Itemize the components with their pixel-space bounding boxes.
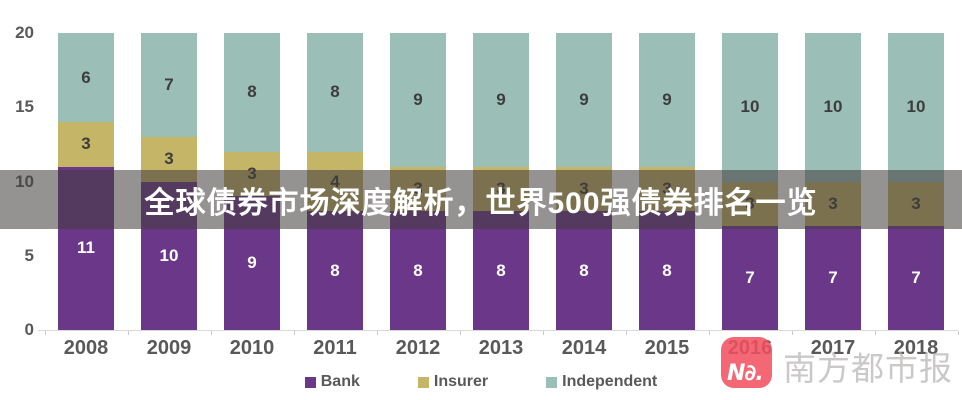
x-tick-label-2011: 2011: [313, 337, 357, 359]
segment-independent-2016: 10: [722, 33, 778, 182]
legend-swatch-icon: [417, 376, 429, 388]
segment-value-label: 11: [77, 238, 95, 258]
legend-swatch-icon: [304, 376, 316, 388]
x-axis-tick: [127, 331, 129, 335]
segment-value-label: 8: [330, 82, 340, 102]
y-tick-label: 15: [15, 97, 34, 117]
legend-label: Insurer: [433, 373, 489, 390]
x-axis-tick: [44, 331, 46, 335]
segment-value-label: 10: [159, 245, 179, 265]
x-axis-line: [38, 330, 958, 331]
segment-bank-2016: 7: [722, 226, 778, 330]
segment-value-label: 3: [81, 134, 91, 154]
segment-independent-2009: 7: [141, 33, 197, 137]
legend-item-bank: Bank: [304, 373, 360, 391]
segment-independent-2008: 6: [58, 33, 114, 123]
segment-bank-2013: 8: [473, 211, 529, 330]
legend-label: Independent: [562, 373, 658, 390]
segment-value-label: 7: [911, 268, 921, 288]
segment-independent-2018: 10: [888, 33, 944, 182]
x-tick-label-2008: 2008: [63, 337, 109, 359]
bar-2008: 11 3 6: [58, 33, 114, 330]
segment-value-label: 8: [330, 260, 340, 280]
y-tick-label: 20: [15, 23, 34, 42]
x-tick-label-2018: 2018: [893, 337, 939, 359]
x-axis-tick: [376, 331, 378, 335]
segment-value-label: 9: [662, 89, 672, 109]
legend-label: Bank: [320, 373, 360, 390]
nandu-logo-glyph: N∂.: [727, 361, 764, 386]
segment-independent-2017: 10: [805, 33, 861, 182]
segment-value-label: 7: [164, 74, 174, 94]
segment-independent-2015: 9: [639, 33, 695, 167]
legend-item-independent: Independent: [546, 373, 657, 391]
x-axis-tick: [874, 331, 876, 335]
segment-independent-2011: 8: [307, 33, 363, 152]
segment-independent-2010: 8: [224, 33, 280, 152]
x-tick-label-2012: 2012: [395, 337, 441, 359]
watermark-brand-text: 南方都市报: [783, 350, 953, 387]
segment-independent-2014: 9: [556, 33, 612, 167]
segment-independent-2012: 9: [390, 33, 446, 167]
segment-value-label: 6: [81, 67, 91, 87]
x-axis-tick: [625, 331, 627, 335]
x-tick-label-2015: 2015: [644, 337, 690, 359]
legend-swatch-icon: [546, 376, 558, 388]
x-tick-label-2013: 2013: [478, 337, 524, 359]
bar-2018: 7310: [888, 33, 944, 330]
headline-text: 全球债券市场深度解析，世界500强债券排名一览: [144, 186, 818, 220]
segment-value-label: 9: [247, 253, 257, 273]
segment-value-label: 8: [662, 260, 672, 280]
x-tick-label-2017: 2017: [810, 337, 856, 359]
segment-value-label: 8: [579, 260, 589, 280]
segment-bank-2014: 8: [556, 211, 612, 330]
segment-value-label: 9: [579, 89, 589, 109]
x-tick-label-2009: 2009: [146, 337, 192, 359]
x-tick-label-2014: 2014: [561, 337, 607, 359]
segment-independent-2013: 9: [473, 33, 529, 167]
segment-insurer-2008: 3: [58, 122, 114, 167]
segment-value-label: 9: [496, 89, 506, 109]
segment-value-label: 10: [906, 97, 926, 117]
segment-bank-2018: 7: [888, 226, 944, 330]
segment-bank-2015: 8: [639, 211, 695, 330]
legend-item-insurer: Insurer: [417, 373, 489, 391]
bar-2012: 839: [390, 33, 446, 330]
legend: Bank Insurer Independent: [0, 373, 962, 391]
x-axis-tick: [293, 331, 295, 335]
x-axis-tick: [542, 331, 544, 335]
segment-value-label: 3: [164, 149, 174, 169]
segment-value-label: 10: [740, 97, 760, 117]
headline-banner: 全球债券市场深度解析，世界500强债券排名一览: [0, 170, 962, 229]
y-tick-label: 0: [24, 320, 34, 339]
nandu-logo-icon: N∂.: [721, 337, 772, 388]
segment-value-label: 8: [496, 260, 506, 280]
x-tick-label-2010: 2010: [229, 337, 275, 359]
segment-value-label: 10: [823, 97, 843, 117]
segment-value-label: 8: [413, 260, 423, 280]
x-axis-tick: [210, 331, 212, 335]
x-axis-tick: [791, 331, 793, 335]
segment-value-label: 8: [247, 82, 257, 102]
segment-bank-2011: 8: [307, 211, 363, 330]
segment-bank-2017: 7: [805, 226, 861, 330]
x-axis-tick: [708, 331, 710, 335]
x-axis-tick: [957, 331, 959, 335]
segment-value-label: 9: [413, 89, 423, 109]
x-axis-tick: [459, 331, 461, 335]
segment-bank-2012: 8: [390, 211, 446, 330]
segment-value-label: 7: [828, 268, 838, 288]
y-tick-label: 5: [24, 245, 34, 265]
segment-value-label: 7: [745, 268, 755, 288]
